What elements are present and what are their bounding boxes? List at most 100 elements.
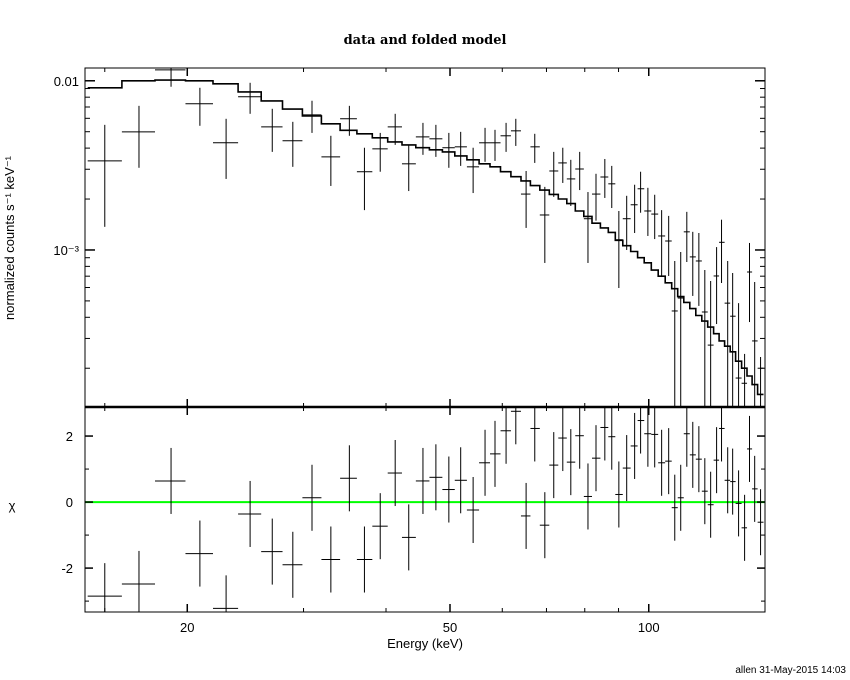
residual-point bbox=[387, 440, 402, 507]
residual-point bbox=[549, 432, 559, 499]
data-point bbox=[575, 151, 584, 191]
data-point bbox=[549, 151, 559, 197]
data-point bbox=[282, 121, 303, 167]
data-point bbox=[622, 195, 631, 250]
x-tick-label: 50 bbox=[443, 620, 457, 635]
data-point bbox=[87, 124, 122, 227]
residual-point bbox=[637, 407, 645, 454]
residual-point bbox=[719, 407, 725, 462]
data-point bbox=[454, 131, 467, 166]
residual-point bbox=[757, 489, 764, 556]
data-point bbox=[630, 184, 638, 233]
data-point bbox=[387, 113, 402, 145]
data-point bbox=[677, 251, 684, 407]
residual-point bbox=[583, 463, 592, 530]
data-point bbox=[741, 353, 748, 407]
residual-point bbox=[747, 415, 753, 482]
residual-panel-marks bbox=[85, 407, 765, 612]
residual-point bbox=[530, 407, 540, 462]
residual-point bbox=[724, 447, 731, 514]
data-point bbox=[752, 281, 758, 407]
data-point bbox=[558, 147, 567, 183]
residual-point bbox=[340, 445, 357, 512]
residual-point bbox=[510, 407, 521, 445]
data-point bbox=[442, 132, 455, 168]
data-point bbox=[500, 122, 511, 152]
residual-point bbox=[466, 476, 480, 544]
data-point bbox=[644, 187, 652, 236]
residual-point bbox=[261, 518, 283, 585]
data-point bbox=[121, 105, 156, 168]
data-point bbox=[539, 186, 550, 263]
residual-point bbox=[683, 407, 690, 467]
residual-point bbox=[302, 464, 322, 531]
residual-point bbox=[479, 429, 491, 496]
data-point bbox=[261, 108, 283, 152]
residual-point bbox=[321, 526, 341, 593]
data-point bbox=[600, 158, 609, 198]
data-point bbox=[356, 147, 373, 211]
residual-point bbox=[500, 407, 511, 464]
residual-point bbox=[622, 435, 631, 502]
data-point bbox=[510, 118, 521, 146]
data-point bbox=[707, 280, 714, 407]
data-point bbox=[689, 231, 696, 296]
footer-timestamp: allen 31-May-2015 14:03 bbox=[735, 665, 846, 676]
data-point bbox=[591, 173, 601, 221]
chi-tick-label: -2 bbox=[61, 561, 73, 576]
residual-point bbox=[212, 575, 239, 612]
data-point bbox=[566, 159, 576, 206]
residual-panel-frame bbox=[84, 406, 766, 613]
data-point bbox=[212, 118, 239, 179]
residual-point bbox=[558, 407, 567, 472]
residual-point bbox=[701, 458, 708, 525]
residual-point bbox=[87, 563, 122, 612]
data-point bbox=[429, 124, 443, 157]
data-point bbox=[671, 260, 678, 407]
y-axis-label-top: normalized counts s⁻¹ keV⁻¹ bbox=[2, 155, 17, 320]
residual-point bbox=[539, 492, 550, 559]
data-point bbox=[479, 127, 491, 162]
residual-point bbox=[454, 447, 467, 514]
data-point bbox=[520, 170, 531, 228]
residual-point bbox=[566, 429, 576, 496]
data-point bbox=[155, 68, 186, 87]
residual-point bbox=[282, 531, 303, 598]
residual-point bbox=[651, 407, 659, 468]
residual-point bbox=[735, 470, 742, 537]
data-point bbox=[747, 242, 753, 323]
data-point bbox=[238, 82, 262, 114]
data-point bbox=[713, 247, 720, 325]
data-point bbox=[302, 100, 322, 133]
data-point bbox=[757, 357, 764, 407]
data-point bbox=[185, 87, 213, 126]
x-tick-label: 100 bbox=[638, 620, 660, 635]
residual-point bbox=[615, 461, 623, 528]
residual-point bbox=[707, 471, 714, 538]
residual-point bbox=[520, 482, 531, 549]
data-point bbox=[340, 105, 357, 136]
data-point bbox=[490, 129, 501, 161]
residual-point bbox=[442, 456, 455, 523]
residual-point bbox=[155, 447, 186, 514]
data-point bbox=[724, 260, 731, 407]
residual-point bbox=[575, 407, 584, 469]
residual-point bbox=[121, 550, 156, 612]
residual-point bbox=[677, 464, 684, 531]
data-point bbox=[415, 122, 430, 155]
residual-point bbox=[689, 421, 696, 488]
top-panel-marks bbox=[87, 68, 764, 407]
data-point bbox=[615, 210, 623, 288]
residual-point bbox=[591, 425, 601, 492]
residual-point bbox=[490, 420, 501, 487]
data-point bbox=[719, 219, 725, 283]
residual-point bbox=[695, 426, 702, 493]
data-point bbox=[583, 192, 592, 263]
residual-point bbox=[630, 412, 638, 479]
residual-point bbox=[608, 407, 616, 470]
data-point bbox=[530, 133, 540, 163]
residual-point bbox=[238, 480, 262, 547]
residual-point bbox=[429, 444, 443, 511]
